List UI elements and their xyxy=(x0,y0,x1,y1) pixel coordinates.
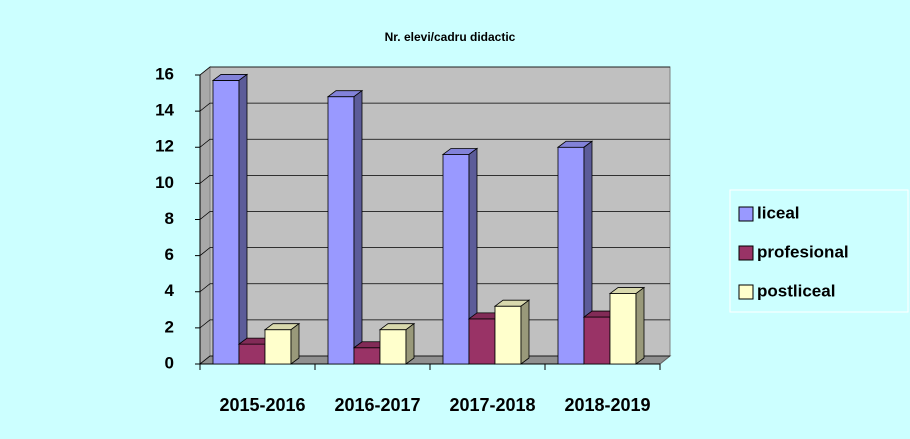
grid-line xyxy=(199,138,670,148)
bar-front xyxy=(327,96,355,365)
legend-label: postliceal xyxy=(757,281,835,300)
y-tick-label: 14 xyxy=(155,101,174,120)
y-tick-label: 4 xyxy=(165,281,175,300)
x-tick-label: 2018-2019 xyxy=(564,395,650,415)
bar-front xyxy=(379,329,407,365)
bar-front xyxy=(264,329,292,365)
bar-front xyxy=(609,293,637,365)
y-tick-label: 2 xyxy=(165,317,174,336)
bar xyxy=(378,322,416,365)
y-tick-label: 16 xyxy=(155,64,174,83)
x-tick-label: 2016-2017 xyxy=(334,395,420,415)
bar-front xyxy=(238,343,266,365)
bar-front xyxy=(494,305,522,365)
legend-swatch xyxy=(738,245,754,261)
grid-line xyxy=(199,247,670,256)
bar xyxy=(263,322,301,365)
x-tick-label: 2015-2016 xyxy=(219,395,305,415)
bar-side xyxy=(520,299,530,365)
grid-line xyxy=(199,174,670,184)
y-tick-label: 12 xyxy=(155,137,174,156)
bar xyxy=(326,89,364,365)
legend-label: liceal xyxy=(757,203,800,222)
bar-front xyxy=(583,316,611,365)
bar-front xyxy=(212,80,240,365)
chart-title: Nr. elevi/cadru didactic xyxy=(385,30,516,44)
legend-swatch xyxy=(738,206,754,222)
legend-label: profesional xyxy=(757,242,849,261)
bar-front xyxy=(468,318,496,365)
y-tick-label: 0 xyxy=(165,353,174,372)
bar-front xyxy=(442,154,470,365)
bar-side xyxy=(290,322,300,365)
x-tick-label: 2017-2018 xyxy=(449,395,535,415)
y-tick-label: 6 xyxy=(165,245,174,264)
grid-line xyxy=(199,102,670,112)
grid-line xyxy=(199,66,670,76)
y-tick-label: 8 xyxy=(165,209,174,228)
bar-side xyxy=(238,73,248,365)
legend xyxy=(729,189,909,313)
grid-line xyxy=(199,211,670,220)
bar xyxy=(493,299,531,365)
bar-front xyxy=(557,146,585,365)
bar-side xyxy=(405,322,415,365)
bar xyxy=(441,147,479,365)
bar xyxy=(608,286,646,365)
bar-side xyxy=(635,286,645,365)
grid-line xyxy=(199,283,670,293)
y-tick-label: 10 xyxy=(155,173,174,192)
bar xyxy=(556,140,594,365)
legend-swatch xyxy=(738,284,754,300)
bar-front xyxy=(353,347,381,365)
bar-side xyxy=(353,89,363,365)
bar xyxy=(211,73,249,365)
